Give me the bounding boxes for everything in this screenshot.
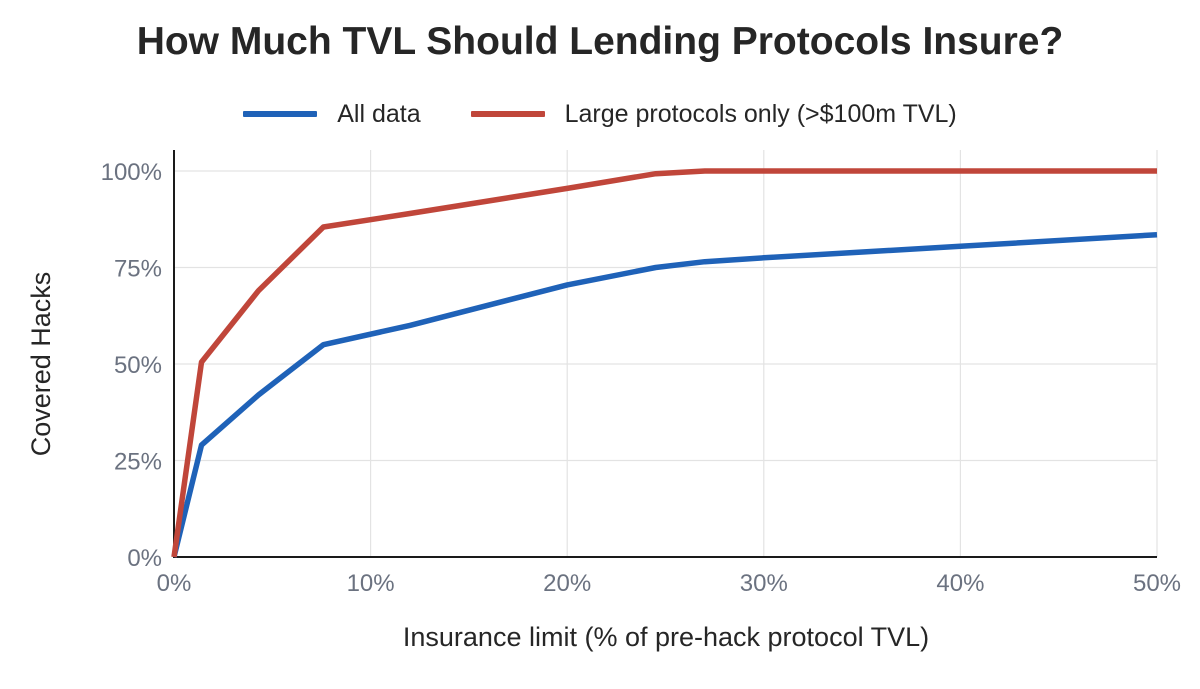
x-axis-title: Insurance limit (% of pre-hack protocol … [403,622,929,652]
series-group [171,168,1158,558]
legend-label-large-protocols: Large protocols only (>$100m TVL) [564,99,957,128]
legend-swatch-large-protocols [470,111,545,117]
y-axis-title: Covered Hacks [26,272,56,457]
y-tick-label-2: 50% [114,352,162,379]
tick-labels: 0% 10% 20% 30% 40% 50% 0% 25% 50% 75% 100% [101,159,1181,597]
axes [173,150,1157,558]
legend-item-large-protocols: Large protocols only (>$100m TVL) [470,99,957,129]
x-tick-label-2: 20% [543,570,591,597]
y-tick-label-3: 75% [114,256,162,283]
grid [174,150,1158,557]
x-tick-label-3: 30% [740,570,788,597]
x-tick-label-5: 50% [1133,570,1181,597]
x-tick-label-4: 40% [936,570,984,597]
legend: All data Large protocols only (>$100m TV… [0,96,1200,132]
x-tick-label-1: 10% [347,570,395,597]
series-line-0 [171,231,1158,558]
series-line-1 [171,168,1157,558]
y-tick-label-0: 0% [127,545,162,572]
legend-swatch-all-data [243,111,318,117]
chart-title: How Much TVL Should Lending Protocols In… [136,20,1064,63]
legend-item-all-data: All data [243,99,421,129]
legend-label-all-data: All data [337,99,421,128]
y-tick-label-4: 100% [101,159,162,186]
x-tick-label-0: 0% [157,570,192,597]
y-tick-label-1: 25% [114,449,162,476]
